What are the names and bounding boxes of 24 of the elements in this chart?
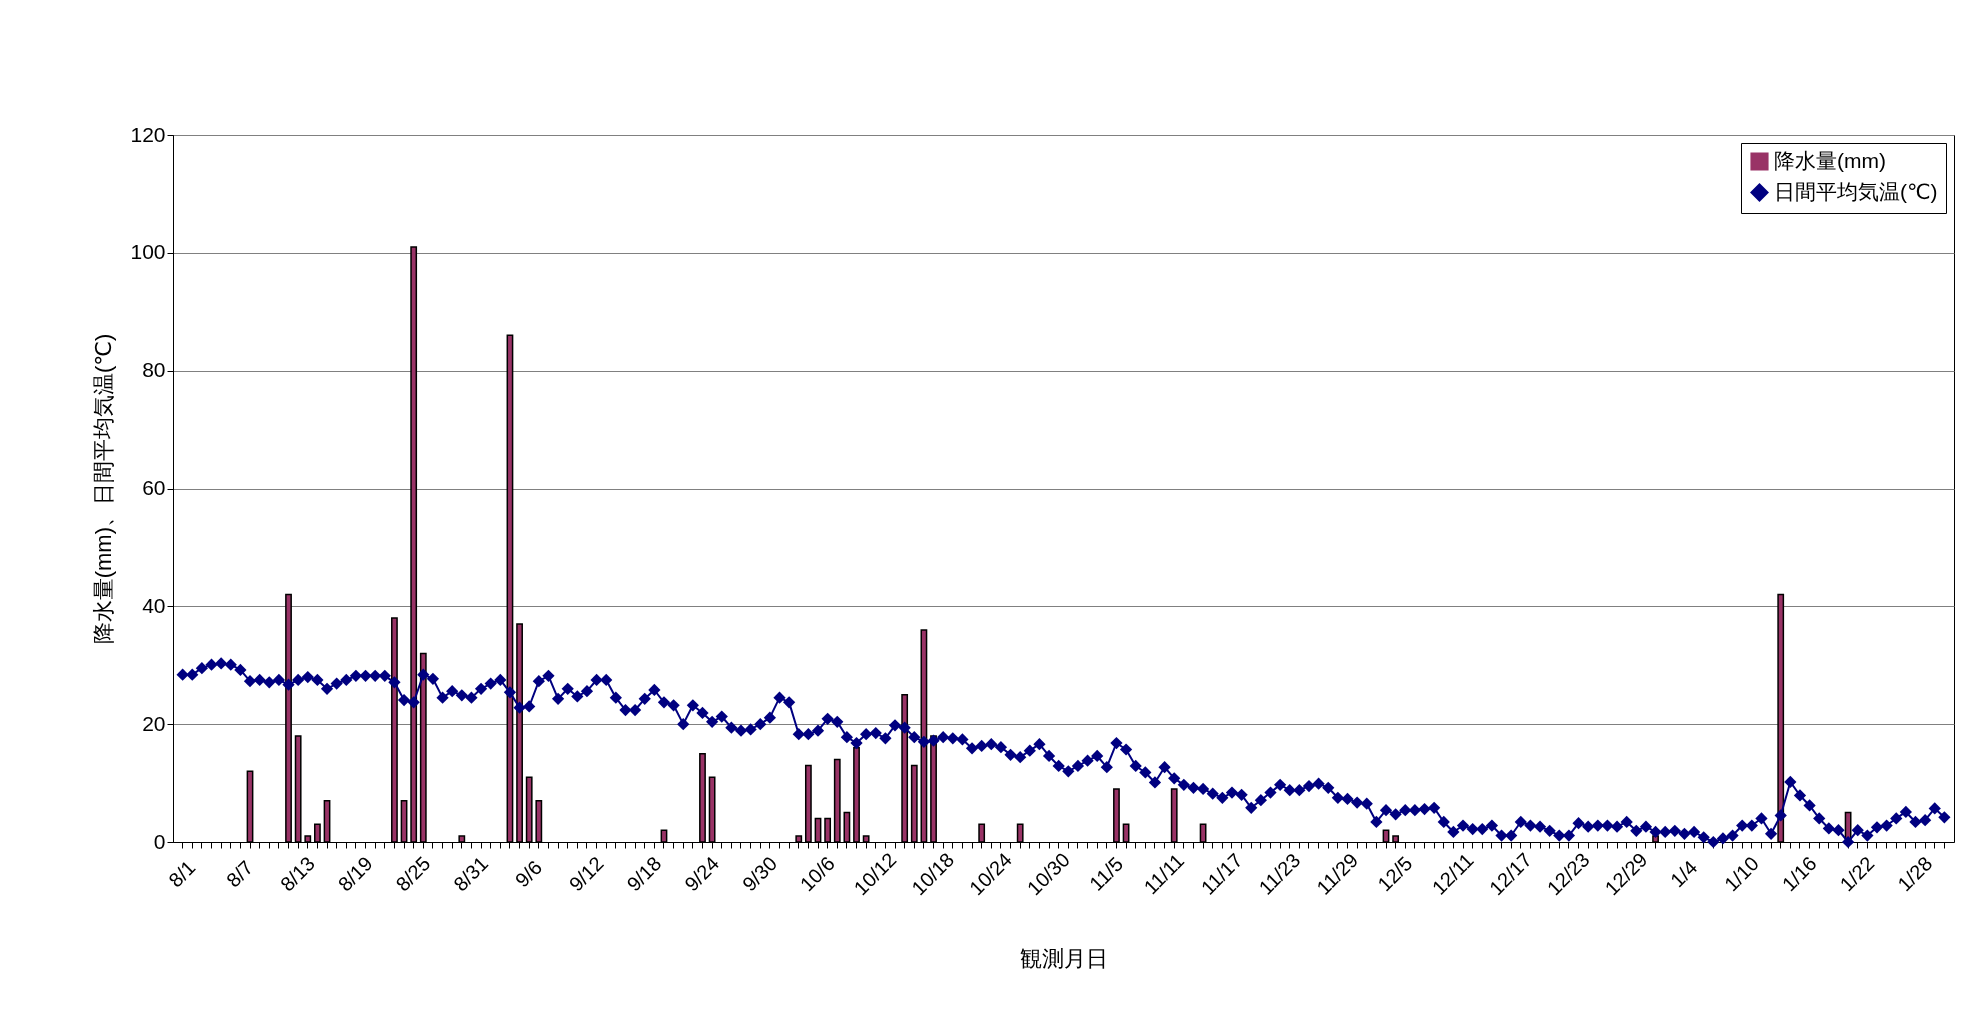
x-tick-label: 9/18: [622, 852, 666, 896]
x-tick-label: 1/4: [1666, 856, 1702, 892]
y-tick-label: 80: [142, 358, 166, 382]
legend-label: 降水量(mm): [1774, 148, 1886, 172]
y-tick-label: 100: [130, 240, 166, 264]
y-tick-label: 20: [142, 711, 166, 735]
legend-label: 日間平均気温(℃): [1774, 179, 1938, 203]
y-tick-label: 40: [142, 593, 166, 617]
x-tick-label: 9/24: [680, 852, 724, 896]
x-tick-label: 8/1: [164, 856, 200, 892]
x-tick-label: 9/30: [738, 852, 782, 896]
y-tick-label: 0: [153, 829, 166, 853]
x-tick-label: 8/19: [333, 852, 377, 896]
x-tick-label: 8/13: [275, 852, 319, 896]
x-tick-label: 1/28: [1893, 852, 1937, 896]
x-tick-label: 9/6: [510, 856, 547, 892]
x-axis-title: 観測月日: [1020, 946, 1108, 972]
y-tick-label: 120: [130, 122, 166, 146]
x-tick-label: 11/5: [1085, 852, 1128, 895]
y-axis-title: 降水量(mm)、日間平均気温(℃): [91, 333, 117, 645]
x-tick-label: 8/31: [449, 852, 493, 896]
x-tick-label: 8/7: [222, 856, 258, 892]
y-tick-label: 60: [142, 476, 166, 499]
x-tick-label: 9/12: [564, 852, 608, 896]
